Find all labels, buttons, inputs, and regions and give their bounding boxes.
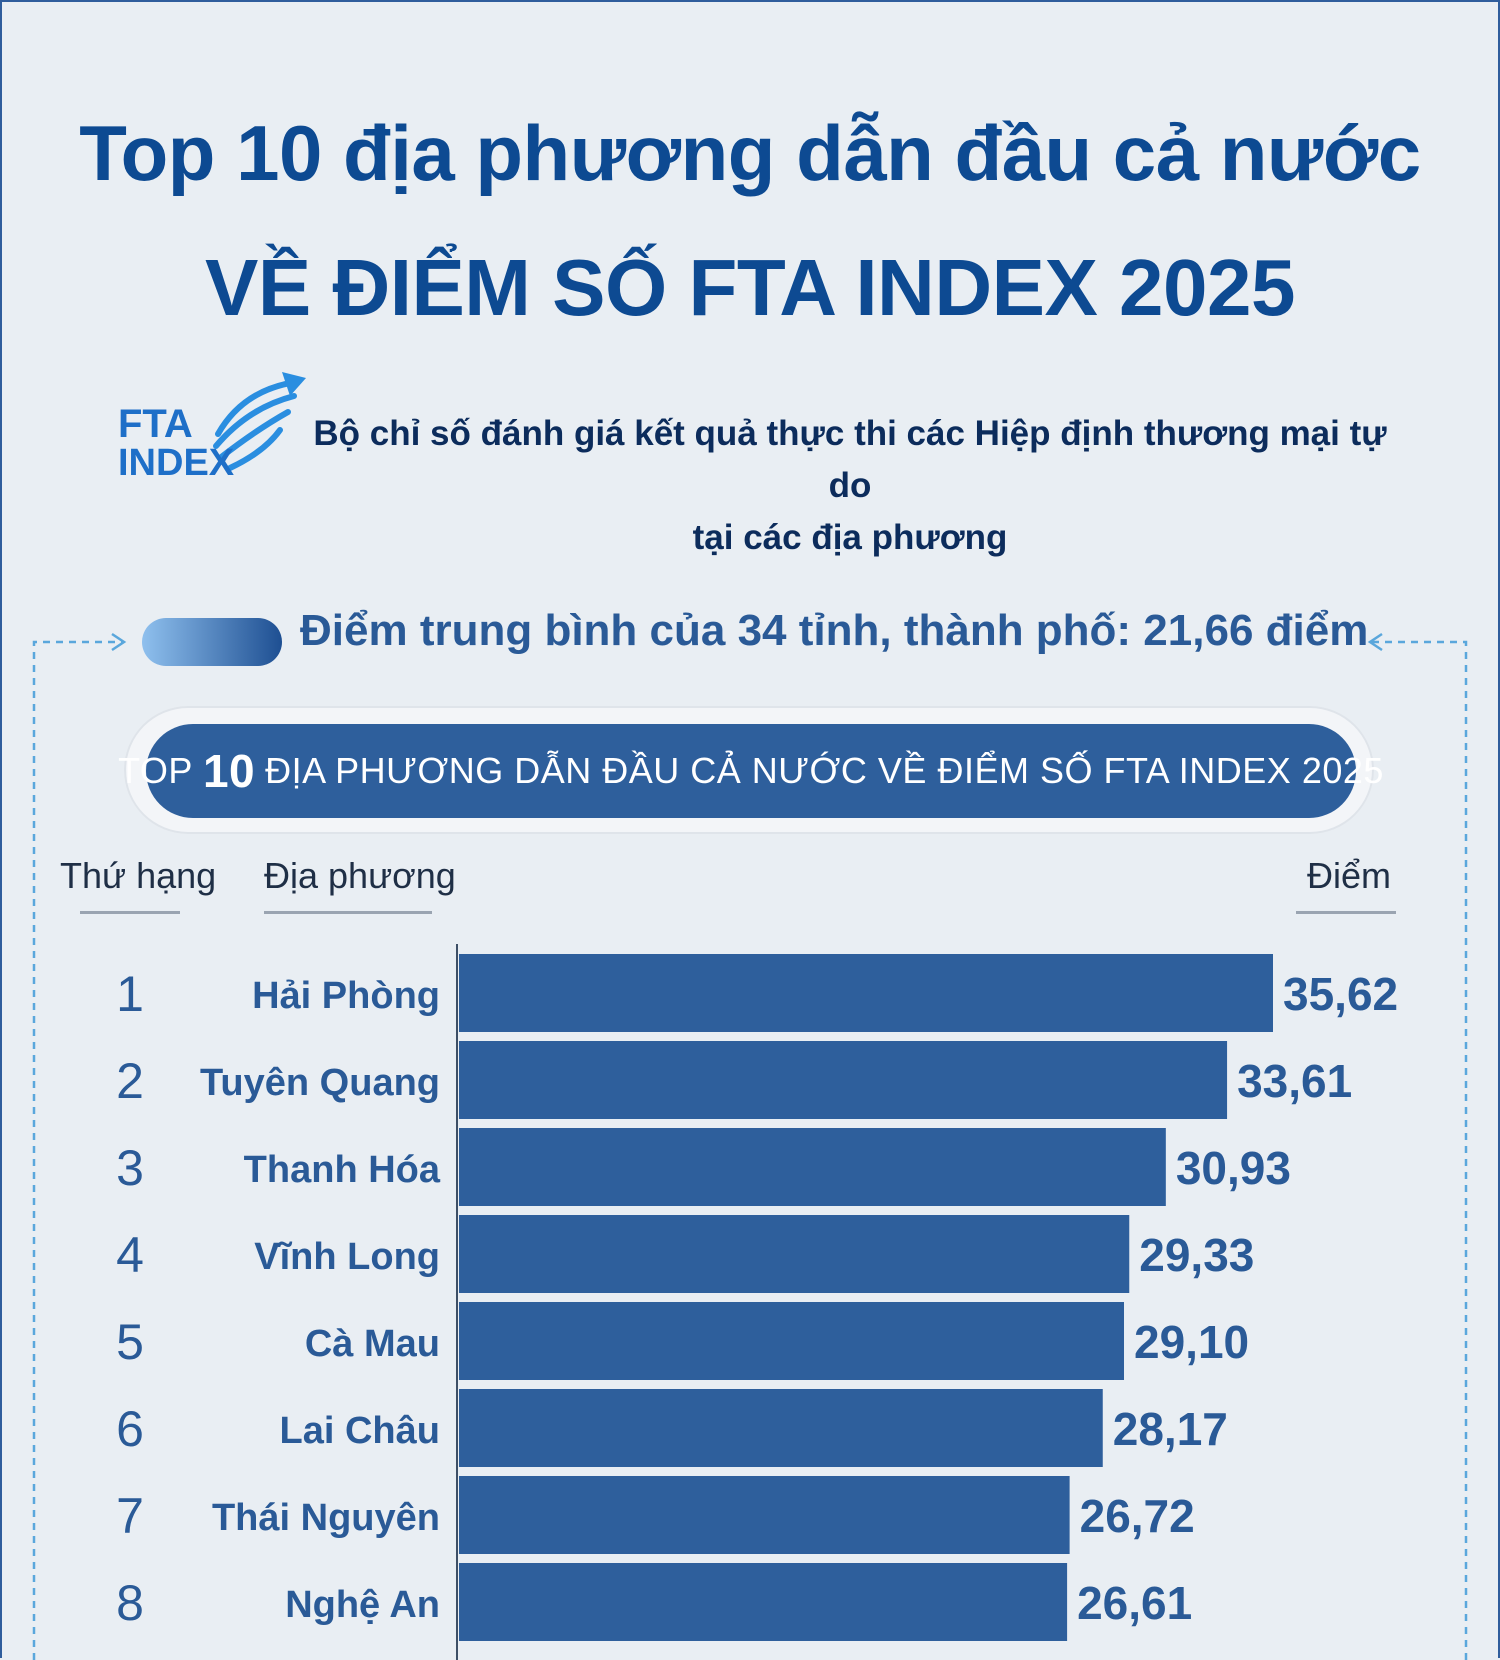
banner-prefix: TOP — [118, 750, 193, 791]
category-label-1: Hải Phòng — [252, 975, 440, 1017]
fta-index-logo: FTA INDEX — [118, 372, 308, 482]
globe-arrow-icon — [213, 372, 306, 471]
locality-underline — [264, 911, 432, 914]
page-title-line2: VỀ ĐIỂM SỐ FTA INDEX 2025 — [205, 243, 1296, 332]
logo-index-text: INDEX — [118, 442, 235, 484]
value-label-8: 26,61 — [1077, 1577, 1192, 1629]
bar-2 — [459, 1041, 1228, 1119]
bar-4 — [459, 1215, 1130, 1293]
subtitle: Bộ chỉ số đánh giá kết quả thực thi các … — [300, 408, 1400, 564]
average-pill — [142, 618, 282, 666]
average-row: Điểm trung bình của 34 tỉnh, thành phố: … — [0, 600, 1500, 680]
category-label-2: Tuyên Quang — [200, 1062, 440, 1104]
rank-label-7: 7 — [116, 1488, 144, 1544]
rank-label-6: 6 — [116, 1401, 144, 1457]
rank-label-4: 4 — [116, 1227, 144, 1283]
rank-label-5: 5 — [116, 1314, 144, 1370]
category-label-5: Cà Mau — [305, 1323, 440, 1365]
value-label-6: 28,17 — [1113, 1403, 1228, 1455]
rank-label-2: 2 — [116, 1053, 144, 1109]
value-label-4: 29,33 — [1139, 1229, 1254, 1281]
bar-1 — [459, 954, 1273, 1032]
value-label-3: 30,93 — [1176, 1142, 1291, 1194]
bar-3 — [459, 1128, 1166, 1206]
value-label-1: 35,62 — [1283, 968, 1398, 1020]
banner-number: 10 — [202, 745, 256, 797]
subtitle-line2: tại các địa phương — [692, 518, 1008, 557]
rank-underline — [80, 911, 180, 914]
category-label-8: Nghệ An — [285, 1584, 440, 1626]
average-text: Điểm trung bình của 34 tỉnh, thành phố: … — [300, 606, 1369, 655]
column-header-locality: Địa phương — [264, 855, 456, 896]
bar-8 — [459, 1563, 1068, 1641]
bar-6 — [459, 1389, 1103, 1467]
category-label-7: Thái Nguyên — [212, 1497, 440, 1539]
value-label-2: 33,61 — [1237, 1055, 1352, 1107]
rank-label-1: 1 — [116, 966, 144, 1022]
page-title-line1: Top 10 địa phương dẫn đầu cả nước — [79, 109, 1421, 197]
rank-label-8: 8 — [116, 1575, 144, 1631]
bar-5 — [459, 1302, 1125, 1380]
banner-suffix: ĐỊA PHƯƠNG DẪN ĐẦU CẢ NƯỚC VỀ ĐIỂM SỐ FT… — [265, 750, 1384, 791]
category-label-3: Thanh Hóa — [244, 1149, 441, 1191]
value-label-5: 29,10 — [1134, 1316, 1249, 1368]
score-underline — [1296, 911, 1396, 914]
category-label-4: Vĩnh Long — [254, 1236, 440, 1278]
bar-7 — [459, 1476, 1070, 1554]
value-label-7: 26,72 — [1080, 1490, 1195, 1542]
subtitle-line1: Bộ chỉ số đánh giá kết quả thực thi các … — [313, 414, 1387, 505]
category-label-6: Lai Châu — [280, 1410, 440, 1452]
chart-banner: TOP 10 ĐỊA PHƯƠNG DẪN ĐẦU CẢ NƯỚC VỀ ĐIỂ… — [118, 724, 1383, 818]
rank-label-3: 3 — [116, 1140, 144, 1196]
column-header-score: Điểm — [1307, 855, 1392, 896]
column-header-rank: Thứ hạng — [60, 855, 217, 896]
logo-fta-text: FTA — [118, 402, 193, 446]
